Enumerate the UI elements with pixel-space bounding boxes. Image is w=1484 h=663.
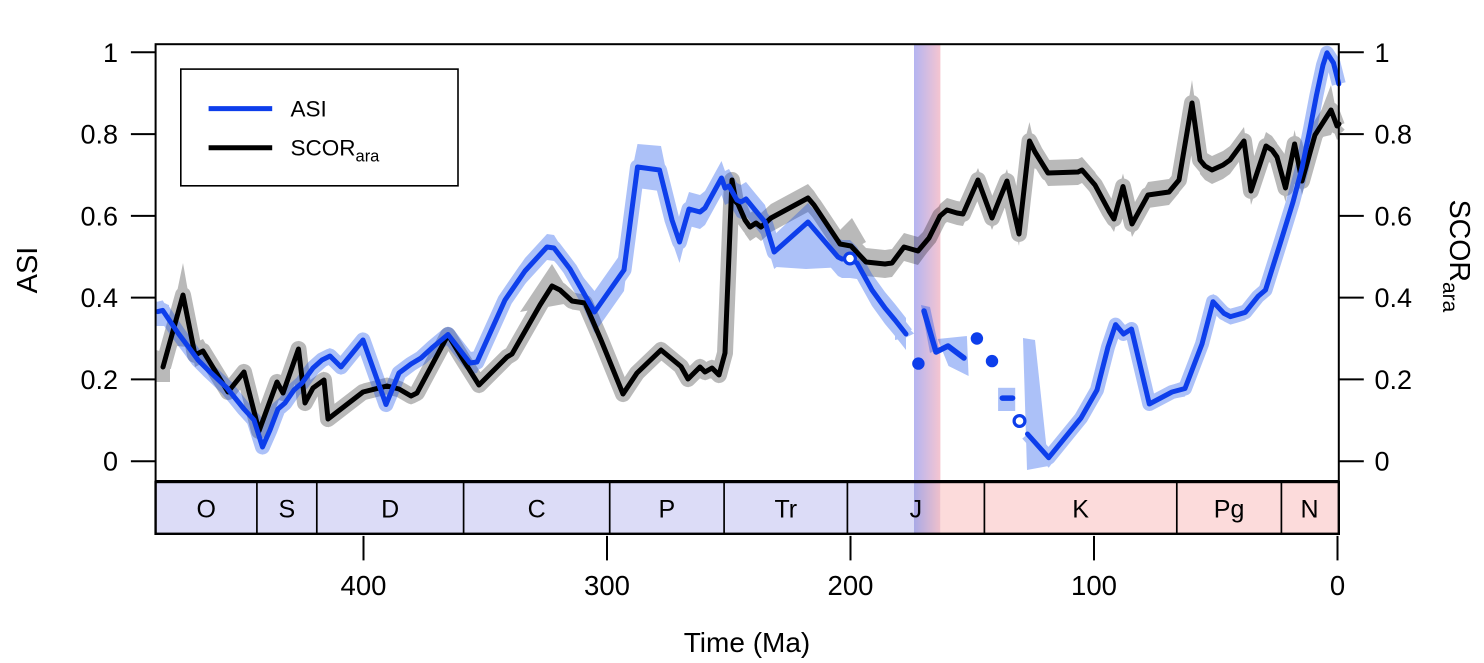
svg-text:0.8: 0.8 — [1375, 120, 1413, 150]
svg-text:D: D — [381, 496, 399, 524]
svg-text:0.2: 0.2 — [1375, 365, 1413, 395]
svg-text:0: 0 — [1330, 570, 1345, 601]
svg-text:400: 400 — [341, 570, 387, 601]
svg-text:0.6: 0.6 — [80, 201, 118, 231]
svg-text:1: 1 — [103, 38, 118, 68]
svg-text:N: N — [1300, 496, 1318, 524]
svg-text:300: 300 — [584, 570, 630, 601]
svg-text:0: 0 — [103, 447, 118, 477]
svg-text:0.8: 0.8 — [80, 120, 118, 150]
svg-text:0.6: 0.6 — [1375, 201, 1413, 231]
svg-text:J: J — [910, 496, 923, 524]
svg-text:ASI: ASI — [12, 247, 44, 294]
svg-text:K: K — [1072, 496, 1089, 524]
svg-text:1: 1 — [1375, 38, 1390, 68]
svg-text:Time (Ma): Time (Ma) — [684, 627, 811, 658]
svg-text:Tr: Tr — [774, 496, 797, 524]
svg-text:ASI: ASI — [291, 97, 327, 122]
svg-text:200: 200 — [828, 570, 874, 601]
svg-text:C: C — [528, 496, 546, 524]
svg-text:100: 100 — [1071, 570, 1117, 601]
svg-text:0.4: 0.4 — [1375, 283, 1413, 313]
svg-text:O: O — [196, 496, 215, 524]
svg-text:P: P — [659, 496, 676, 524]
svg-text:0.4: 0.4 — [80, 283, 118, 313]
svg-text:0.2: 0.2 — [80, 365, 118, 395]
svg-text:S: S — [278, 496, 295, 524]
svg-text:0: 0 — [1375, 447, 1390, 477]
svg-text:Pg: Pg — [1214, 496, 1245, 524]
